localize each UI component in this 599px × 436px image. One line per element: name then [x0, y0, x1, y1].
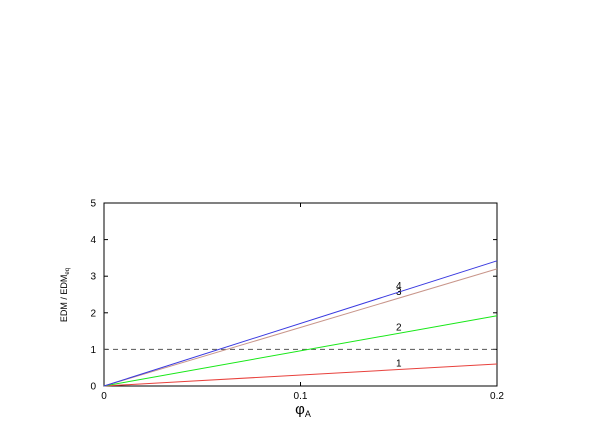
y-tick-label: 1	[90, 345, 96, 356]
curve-label-1: 1	[396, 359, 402, 370]
x-ticks: 0 0.1 0.2	[101, 203, 504, 402]
y-tick-label: 2	[90, 308, 96, 319]
series-line-1	[103, 363, 498, 387]
curve-label-2: 2	[396, 322, 402, 333]
y-tick-label: 0	[90, 382, 96, 393]
x-axis-title-base: φ	[295, 401, 305, 418]
x-axis-title: φA	[295, 401, 311, 419]
y-tick-label: 4	[90, 235, 96, 246]
y-tick-label: 5	[90, 199, 96, 210]
curve-labels: 1 2 34	[396, 281, 402, 370]
y-axis-title-base: EDM / EDM	[59, 275, 69, 323]
series-line-3	[103, 268, 498, 387]
x-tick-label: 0.2	[490, 391, 504, 402]
series-line-2	[103, 315, 498, 387]
series-line-4	[103, 260, 498, 387]
plot-frame	[103, 202, 498, 387]
series-lines	[103, 260, 498, 387]
y-axis-title-sub: eq	[65, 268, 71, 275]
curve-label-4: 4	[396, 281, 402, 292]
y-axis-title: EDM / EDMeq	[59, 268, 71, 322]
x-tick-label: 0.1	[294, 391, 308, 402]
y-tick-label: 3	[90, 272, 96, 283]
curve-label-3: 3	[396, 287, 402, 298]
x-tick-label: 0	[101, 391, 107, 402]
x-axis-title-sub: A	[305, 409, 311, 419]
